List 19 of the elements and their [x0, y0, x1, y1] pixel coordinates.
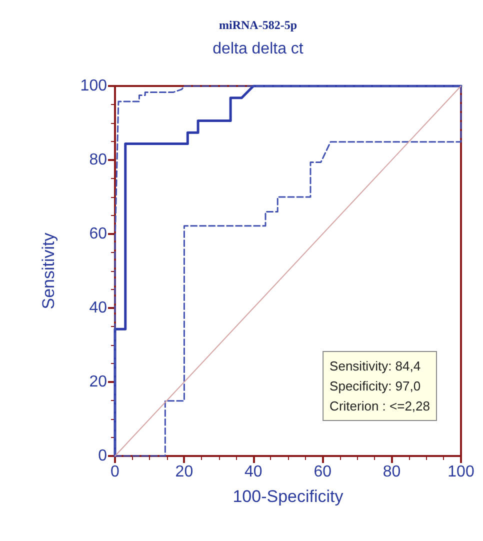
x-tick-label: 20: [175, 464, 194, 480]
y-tick-label: 80: [89, 152, 108, 168]
x-tick-label: 60: [314, 464, 332, 480]
y-tick-label: 60: [89, 226, 108, 242]
annotation: Sensitivity: 84,4: [330, 358, 421, 374]
y-tick-label: 40: [89, 300, 108, 316]
x-tick-label: 100: [448, 464, 474, 480]
x-tick-label: 80: [382, 464, 401, 480]
chart-title: miRNA-582-5p: [219, 18, 298, 32]
x-tick-label: 40: [244, 464, 262, 480]
x-axis-title: 100-Specificity: [232, 487, 344, 506]
y-tick-label: 20: [89, 374, 108, 390]
y-axis-title: Sensitivity: [39, 232, 58, 310]
chart-subtitle: delta delta ct: [212, 40, 304, 58]
y-tick-label: 0: [98, 448, 108, 464]
y-tick-label: 100: [80, 78, 108, 94]
annotation: Specificity: 97,0: [330, 378, 421, 394]
annotation: Criterion : <=2,28: [330, 398, 430, 414]
x-tick-label: 0: [110, 464, 120, 480]
